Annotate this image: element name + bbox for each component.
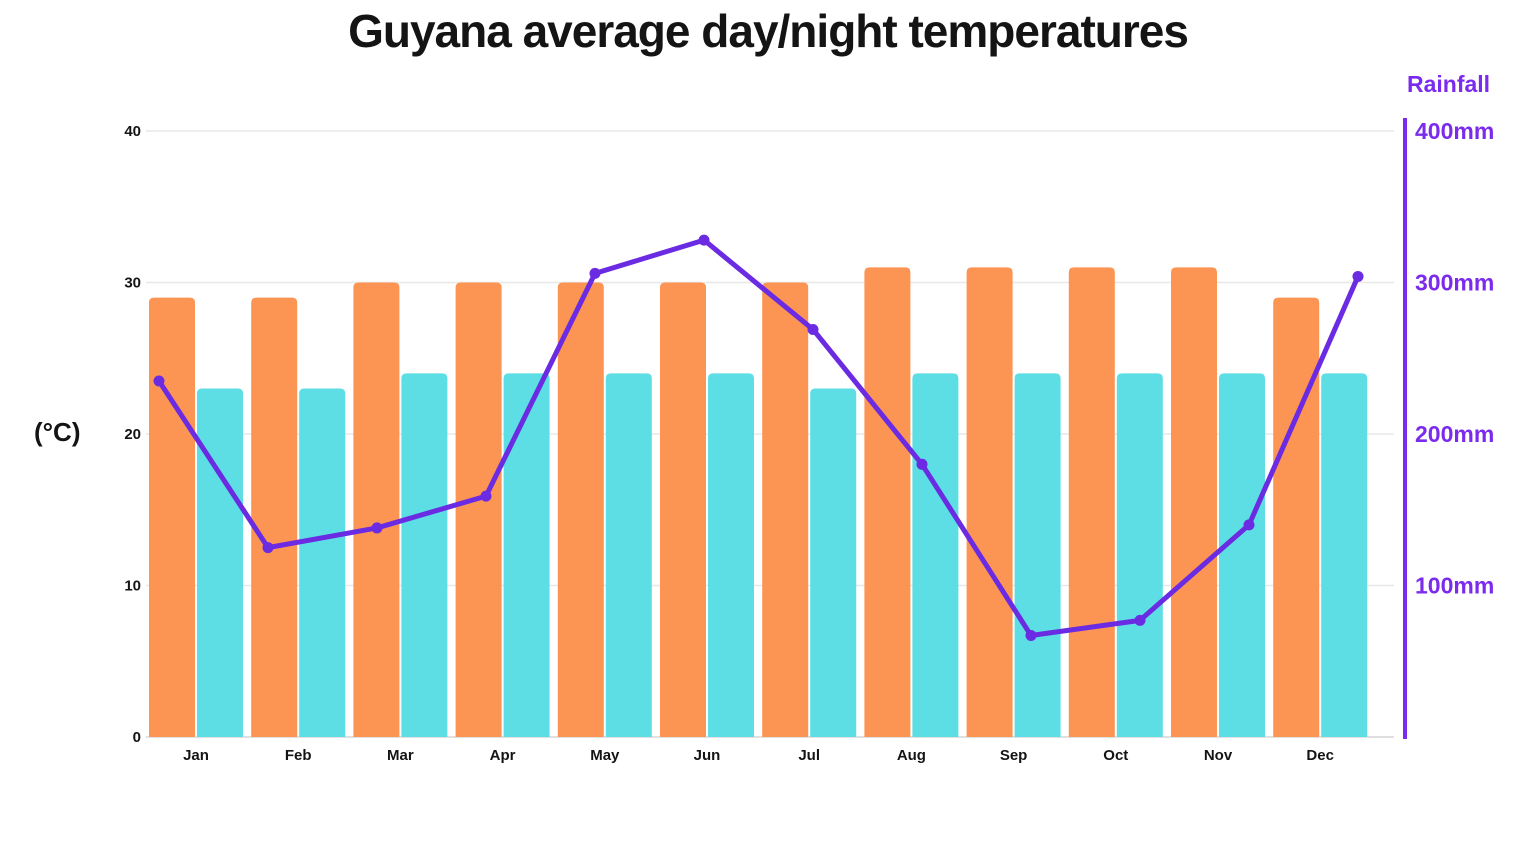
temp-tick-label-40: 40 [124, 123, 141, 140]
day-bar-jun [660, 282, 706, 737]
month-label-jan: Jan [183, 747, 209, 764]
month-label-nov: Nov [1204, 747, 1233, 764]
month-label-dec: Dec [1306, 747, 1334, 764]
temp-tick-label-10: 10 [124, 578, 141, 595]
day-bar-feb [251, 297, 298, 737]
night-bar-dec [1321, 373, 1368, 737]
month-label-feb: Feb [285, 747, 312, 764]
rain-tick-label-300mm: 300mm [1415, 270, 1494, 296]
rain-tick-label-200mm: 200mm [1415, 421, 1494, 447]
rain-tick-label-100mm: 100mm [1415, 573, 1494, 599]
left-axis-unit-label: (°C) [34, 417, 81, 447]
rainfall-point-may [589, 267, 601, 279]
day-bar-sep [966, 267, 1013, 737]
day-bar-may [557, 282, 604, 737]
right-axis-title: Rainfall [1407, 71, 1491, 97]
day-bar-apr [455, 282, 502, 737]
rainfall-point-feb [262, 542, 274, 554]
rainfall-point-nov [1243, 519, 1255, 531]
rainfall-point-jun [698, 234, 710, 246]
night-bar-sep [1014, 373, 1061, 737]
rainfall-point-dec [1352, 270, 1364, 282]
month-label-may: May [590, 747, 620, 764]
month-label-jun: Jun [694, 747, 721, 764]
month-label-oct: Oct [1103, 747, 1128, 764]
rainfall-point-sep [1025, 629, 1037, 641]
temp-tick-label-20: 20 [124, 426, 141, 443]
month-label-jul: Jul [798, 747, 820, 764]
day-bar-dec [1273, 297, 1320, 737]
day-bar-jan [149, 297, 195, 737]
rainfall-point-apr [480, 490, 492, 502]
rainfall-line [156, 237, 1361, 638]
temp-tick-label-0: 0 [133, 729, 141, 746]
rainfall-point-jul [807, 323, 819, 335]
chart-title: Guyana average day/night temperatures [348, 5, 1189, 57]
rainfall-point-jan [153, 375, 165, 387]
night-bar-may [605, 373, 652, 737]
day-bar-nov [1171, 267, 1217, 737]
temp-tick-label-30: 30 [124, 275, 141, 292]
rainfall-point-aug [916, 458, 928, 470]
night-bar-mar [401, 373, 448, 737]
day-bar-aug [864, 267, 911, 737]
rainfall-point-oct [1134, 614, 1146, 626]
month-label-mar: Mar [387, 747, 414, 764]
night-bar-jun [708, 373, 754, 737]
rainfall-point-mar [371, 522, 383, 534]
day-bar-mar [353, 282, 400, 737]
night-bar-feb [299, 388, 346, 737]
day-bar-oct [1068, 267, 1115, 737]
month-label-aug: Aug [897, 747, 926, 764]
night-bar-jul [810, 388, 857, 737]
night-bar-oct [1116, 373, 1163, 737]
night-bar-apr [503, 373, 550, 737]
night-bar-nov [1219, 373, 1265, 737]
night-bar-jan [197, 388, 243, 737]
month-label-apr: Apr [490, 747, 516, 764]
day-bar-jul [762, 282, 809, 737]
rain-tick-label-400mm: 400mm [1415, 118, 1494, 144]
month-label-sep: Sep [1000, 747, 1028, 764]
night-bar-aug [912, 373, 959, 737]
